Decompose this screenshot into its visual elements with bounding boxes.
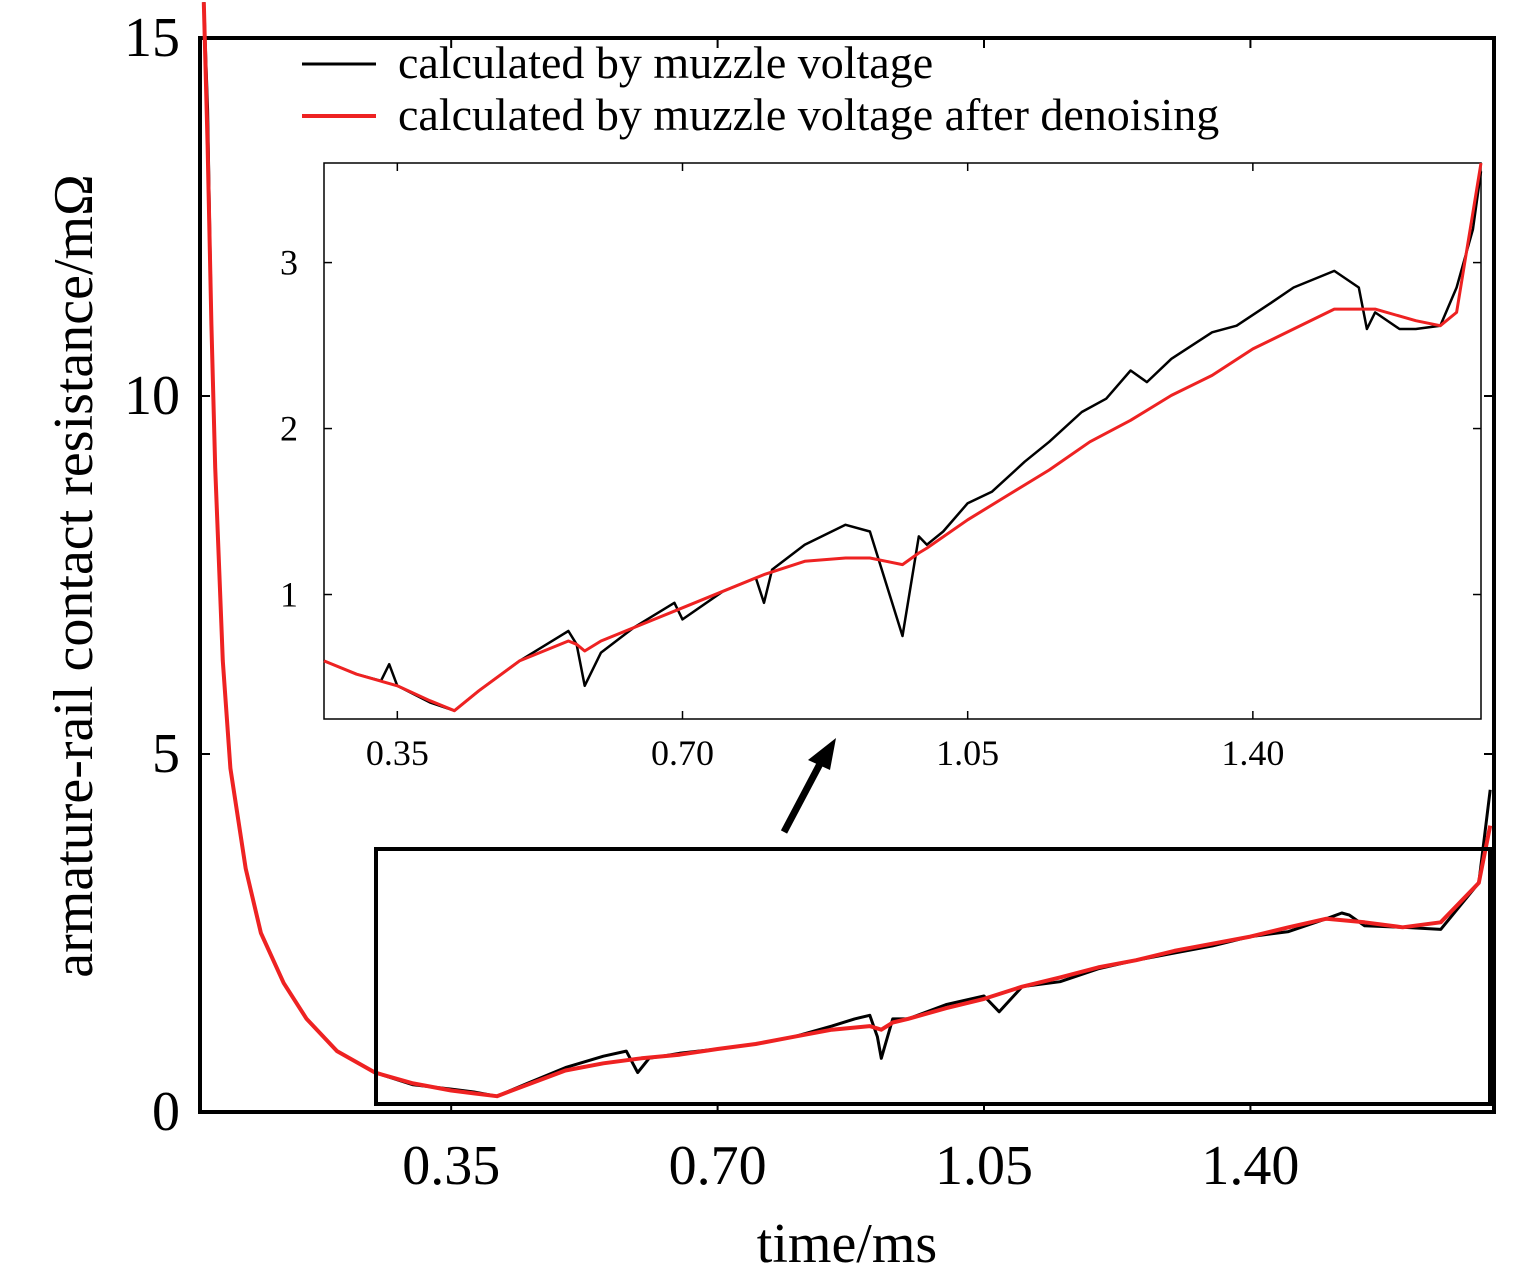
main-x-ticks: 0.35 0.70 1.05 1.40: [402, 38, 1299, 1197]
main-x-tick-label: 1.40: [1201, 1135, 1299, 1197]
inset-x-tick-label: 0.70: [651, 733, 714, 773]
inset-x-tick-label: 1.05: [936, 733, 999, 773]
main-x-tick-label: 0.70: [669, 1135, 767, 1197]
main-y-tick-label: 10: [124, 365, 180, 427]
main-series-lines: [201, 2, 1493, 1099]
main-series-red-line: [201, 2, 1493, 1099]
inset-plot-frame: [323, 162, 1482, 720]
inset-series-lines: [323, 162, 1483, 713]
main-plot-frame: [198, 36, 1496, 1114]
y-axis-label: armature-rail contact resistance/mΩ: [43, 174, 105, 977]
inset-y-ticks: 1 2 3: [280, 243, 1481, 615]
inset-x-ticks: 0.35 0.70 1.05 1.40: [366, 163, 1284, 773]
inset-x-tick-label: 1.40: [1221, 733, 1284, 773]
legend-label-red: calculated by muzzle voltage after denoi…: [398, 89, 1219, 140]
inset-y-tick-label: 3: [280, 243, 298, 283]
main-y-tick-label: 5: [152, 723, 180, 785]
main-y-tick-label: 0: [152, 1081, 180, 1143]
inset-series-black-line: [323, 171, 1483, 712]
inset-y-tick-label: 1: [280, 575, 298, 615]
main-y-tick-label: 15: [124, 7, 180, 69]
legend-label-black: calculated by muzzle voltage: [398, 37, 933, 88]
main-x-tick-label: 0.35: [402, 1135, 500, 1197]
x-axis-label: time/ms: [757, 1213, 937, 1275]
zoom-region-box: [374, 847, 1492, 1106]
inset-y-tick-label: 2: [280, 409, 298, 449]
main-x-tick-label: 1.05: [935, 1135, 1033, 1197]
main-y-ticks: 0 5 10 15: [124, 7, 1494, 1143]
inset-x-tick-label: 0.35: [366, 733, 429, 773]
inset-background: [324, 163, 1481, 719]
legend: calculated by muzzle voltage calculated …: [302, 37, 1219, 140]
zoom-arrow: [780, 738, 836, 834]
inset-series-red-line: [323, 162, 1483, 713]
